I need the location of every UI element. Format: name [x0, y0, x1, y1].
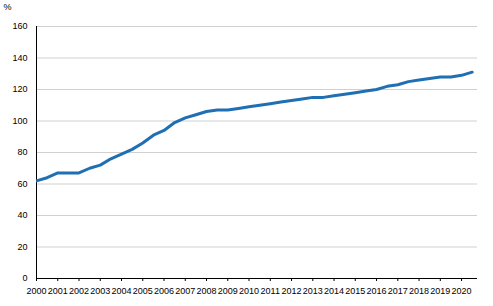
svg-text:2009: 2009 — [218, 286, 238, 296]
svg-text:140: 140 — [12, 53, 27, 63]
svg-text:2016: 2016 — [367, 286, 387, 296]
svg-text:2017: 2017 — [388, 286, 408, 296]
svg-text:100: 100 — [12, 116, 27, 126]
svg-text:2015: 2015 — [345, 286, 365, 296]
svg-text:20: 20 — [17, 242, 27, 252]
svg-text:2002: 2002 — [69, 286, 89, 296]
svg-text:2010: 2010 — [239, 286, 259, 296]
svg-text:2006: 2006 — [154, 286, 174, 296]
svg-text:2003: 2003 — [90, 286, 110, 296]
svg-text:160: 160 — [12, 21, 27, 31]
svg-text:2018: 2018 — [409, 286, 429, 296]
svg-text:80: 80 — [17, 147, 27, 157]
svg-text:2005: 2005 — [133, 286, 153, 296]
svg-text:2001: 2001 — [48, 286, 68, 296]
svg-text:%: % — [4, 2, 12, 12]
svg-text:40: 40 — [17, 210, 27, 220]
svg-text:2019: 2019 — [430, 286, 450, 296]
svg-text:2008: 2008 — [197, 286, 217, 296]
svg-text:120: 120 — [12, 84, 27, 94]
svg-text:2011: 2011 — [261, 286, 280, 296]
svg-text:2000: 2000 — [26, 286, 46, 296]
svg-text:60: 60 — [17, 179, 27, 189]
svg-text:2020: 2020 — [452, 286, 472, 296]
svg-text:2014: 2014 — [324, 286, 344, 296]
svg-text:2013: 2013 — [303, 286, 323, 296]
svg-text:2012: 2012 — [282, 286, 302, 296]
svg-text:2004: 2004 — [111, 286, 131, 296]
svg-text:2007: 2007 — [175, 286, 195, 296]
svg-text:0: 0 — [22, 273, 27, 283]
